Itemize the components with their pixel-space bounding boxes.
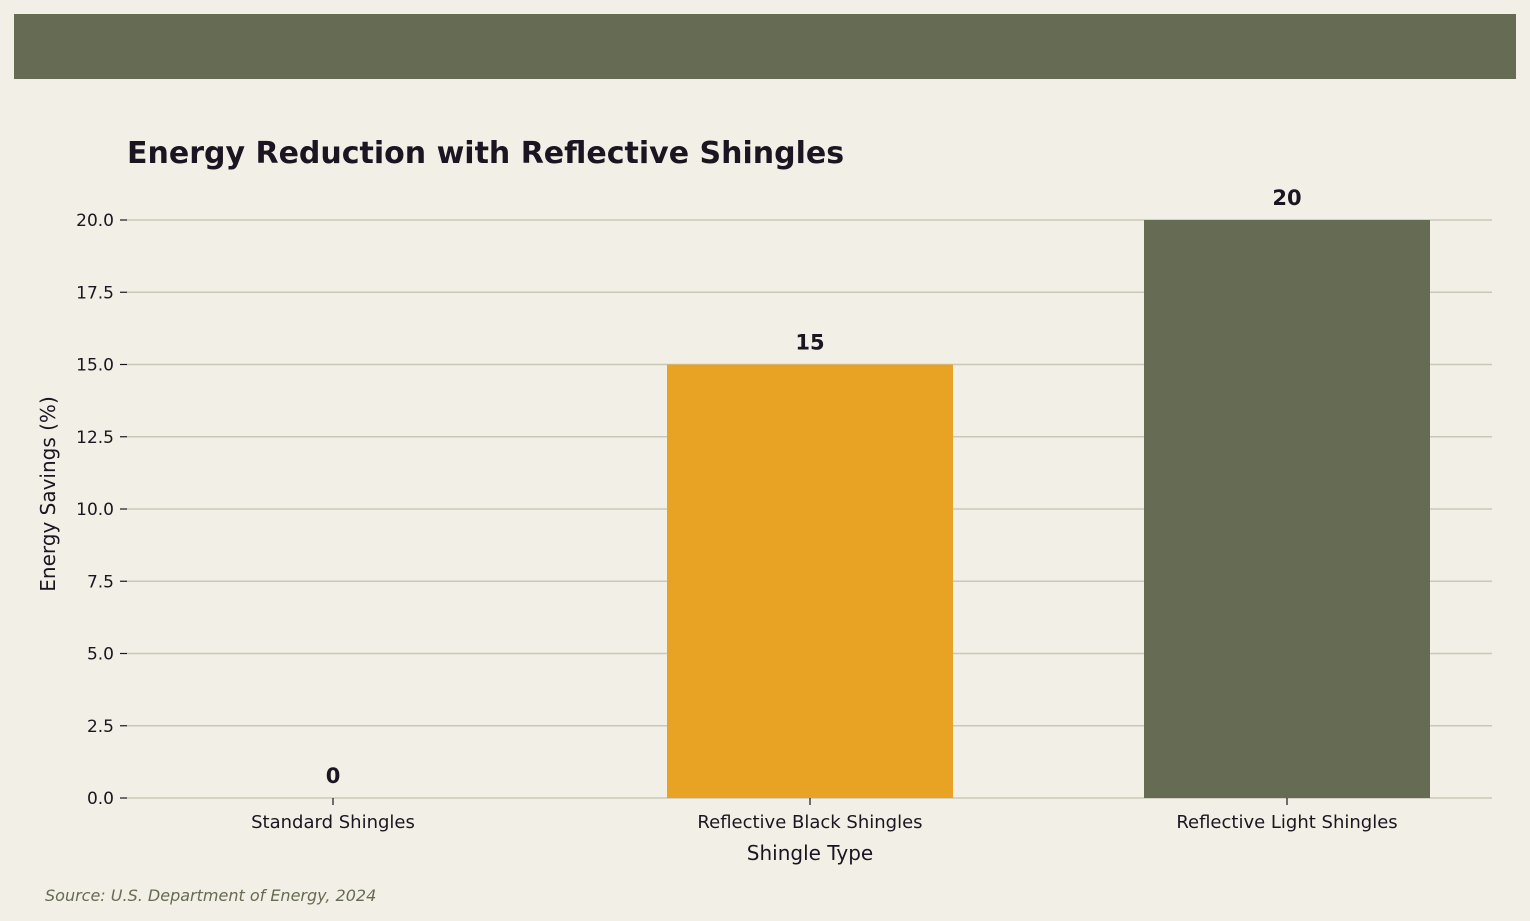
bars [667,220,1430,798]
x-tick-label: Reflective Black Shingles [697,812,922,833]
y-tick-label: 12.5 [76,428,114,448]
x-axis-label: Shingle Type [747,841,873,865]
data-labels: 0 15 20 [326,186,1302,788]
y-tick-label: 7.5 [87,572,114,592]
source-note: Source: U.S. Department of Energy, 2024 [45,886,377,905]
bar [1144,220,1430,798]
data-label: 20 [1272,186,1301,210]
y-tick-label: 5.0 [87,645,114,665]
y-tick-label: 15.0 [76,356,114,376]
data-label: 15 [795,331,824,355]
bar [667,364,953,798]
x-axis-ticks: Standard Shingles Reflective Black Shingl… [251,798,1398,833]
y-tick-label: 0.0 [87,789,114,809]
y-tick-label: 20.0 [76,211,114,231]
y-tick-label: 17.5 [76,283,114,303]
data-label: 0 [326,764,341,788]
y-axis-label: Energy Savings (%) [36,396,60,591]
x-tick-label: Reflective Light Shingles [1176,812,1397,833]
y-tick-label: 2.5 [87,717,114,737]
header-band [14,14,1516,79]
chart-title: Energy Reduction with Reflective Shingle… [127,136,844,171]
y-axis-ticks: 0.0 2.5 5.0 7.5 10.0 12.5 15.0 17.5 20.0 [76,211,127,809]
x-tick-label: Standard Shingles [251,812,415,833]
y-tick-label: 10.0 [76,500,114,520]
